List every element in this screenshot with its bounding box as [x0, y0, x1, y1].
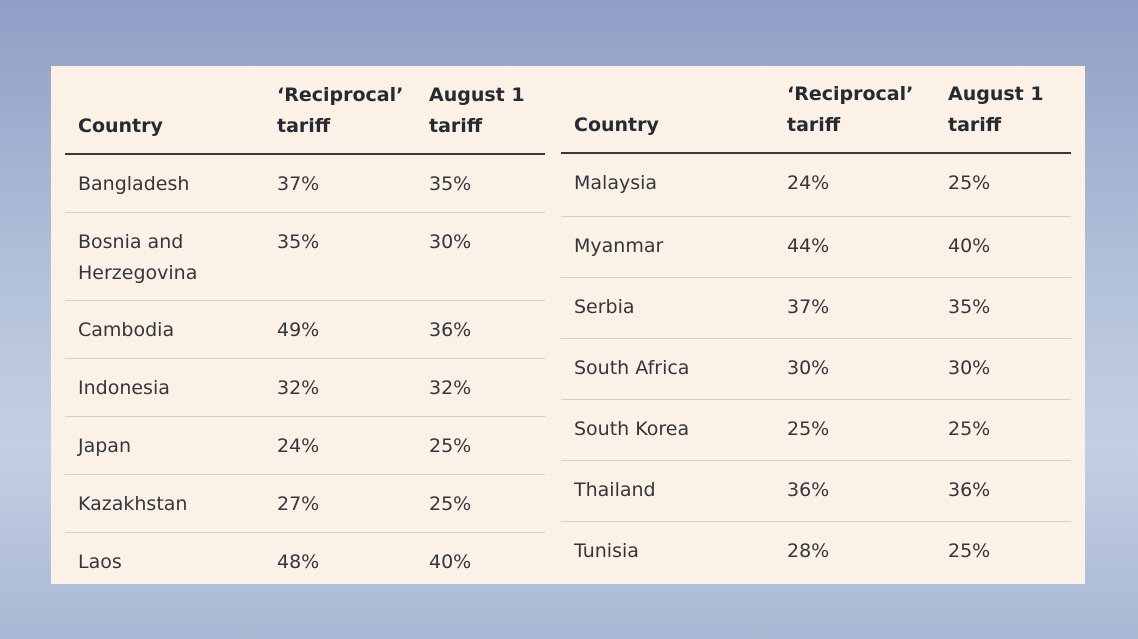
reciprocal-cell: 48%	[277, 551, 320, 573]
reciprocal-cell: 44%	[787, 235, 830, 257]
table-row: Myanmar 44% 40%	[561, 217, 1071, 278]
table-header: Country ‘Reciprocal’ tariff August 1 tar…	[561, 66, 1071, 154]
reciprocal-cell: 35%	[277, 231, 320, 253]
country-cell: South Korea	[574, 418, 690, 440]
header-august-tariff: August 1 tariff	[948, 83, 1044, 136]
country-cell: South Africa	[574, 357, 690, 379]
august-cell: 25%	[948, 172, 991, 194]
reciprocal-cell: 25%	[787, 418, 830, 440]
august-cell: 25%	[429, 435, 472, 457]
august-cell: 35%	[948, 296, 991, 318]
table-row: South Korea 25% 25%	[561, 400, 1071, 461]
country-cell: Japan	[78, 435, 131, 457]
reciprocal-cell: 36%	[787, 479, 830, 501]
reciprocal-cell: 32%	[277, 377, 320, 399]
table-row: South Africa 30% 30%	[561, 339, 1071, 400]
header-reciprocal-tariff: ‘Reciprocal’ tariff	[787, 83, 914, 136]
country-cell: Myanmar	[574, 235, 664, 257]
country-cell: Malaysia	[574, 172, 658, 194]
country-cell: Thailand	[574, 479, 656, 501]
table-row: Serbia 37% 35%	[561, 278, 1071, 339]
august-cell: 30%	[429, 231, 472, 253]
reciprocal-cell: 37%	[787, 296, 830, 318]
country-cell: Tunisia	[574, 540, 639, 562]
header-reciprocal-tariff: ‘Reciprocal’ tariff	[277, 84, 404, 137]
august-cell: 40%	[948, 235, 991, 257]
country-cell: Bosnia and Herzegovina	[78, 231, 198, 284]
country-cell: Serbia	[574, 296, 635, 318]
header-august-tariff: August 1 tariff	[429, 84, 525, 137]
table-row: Cambodia 49% 36%	[65, 301, 545, 359]
august-cell: 40%	[429, 551, 472, 573]
august-cell: 36%	[948, 479, 991, 501]
table-row: Bosnia and Herzegovina 35% 30%	[65, 213, 545, 301]
table-row: Bangladesh 37% 35%	[65, 155, 545, 213]
table-row: Malaysia 24% 25%	[561, 154, 1071, 217]
august-cell: 25%	[948, 540, 991, 562]
country-cell: Laos	[78, 551, 122, 573]
table-row: Japan 24% 25%	[65, 417, 545, 475]
country-cell: Cambodia	[78, 319, 175, 341]
table-row: Tunisia 28% 25%	[561, 522, 1071, 582]
august-cell: 32%	[429, 377, 472, 399]
reciprocal-cell: 24%	[787, 172, 830, 194]
table-header: Country ‘Reciprocal’ tariff August 1 tar…	[65, 66, 545, 155]
august-cell: 30%	[948, 357, 991, 379]
country-cell: Kazakhstan	[78, 493, 188, 515]
table-row: Thailand 36% 36%	[561, 461, 1071, 522]
august-cell: 25%	[948, 418, 991, 440]
header-country: Country	[574, 114, 659, 136]
reciprocal-cell: 24%	[277, 435, 320, 457]
reciprocal-cell: 37%	[277, 173, 320, 195]
reciprocal-cell: 30%	[787, 357, 830, 379]
country-cell: Bangladesh	[78, 173, 190, 195]
tariff-table-left: Country ‘Reciprocal’ tariff August 1 tar…	[65, 66, 545, 590]
table-row: Laos 48% 40%	[65, 533, 545, 590]
table-row: Indonesia 32% 32%	[65, 359, 545, 417]
tariff-table-card: Country ‘Reciprocal’ tariff August 1 tar…	[51, 66, 1085, 584]
tariff-table-right: Country ‘Reciprocal’ tariff August 1 tar…	[561, 66, 1071, 582]
august-cell: 36%	[429, 319, 472, 341]
reciprocal-cell: 28%	[787, 540, 830, 562]
reciprocal-cell: 27%	[277, 493, 320, 515]
table-row: Kazakhstan 27% 25%	[65, 475, 545, 533]
header-country: Country	[78, 115, 163, 137]
august-cell: 35%	[429, 173, 472, 195]
august-cell: 25%	[429, 493, 472, 515]
reciprocal-cell: 49%	[277, 319, 320, 341]
country-cell: Indonesia	[78, 377, 170, 399]
